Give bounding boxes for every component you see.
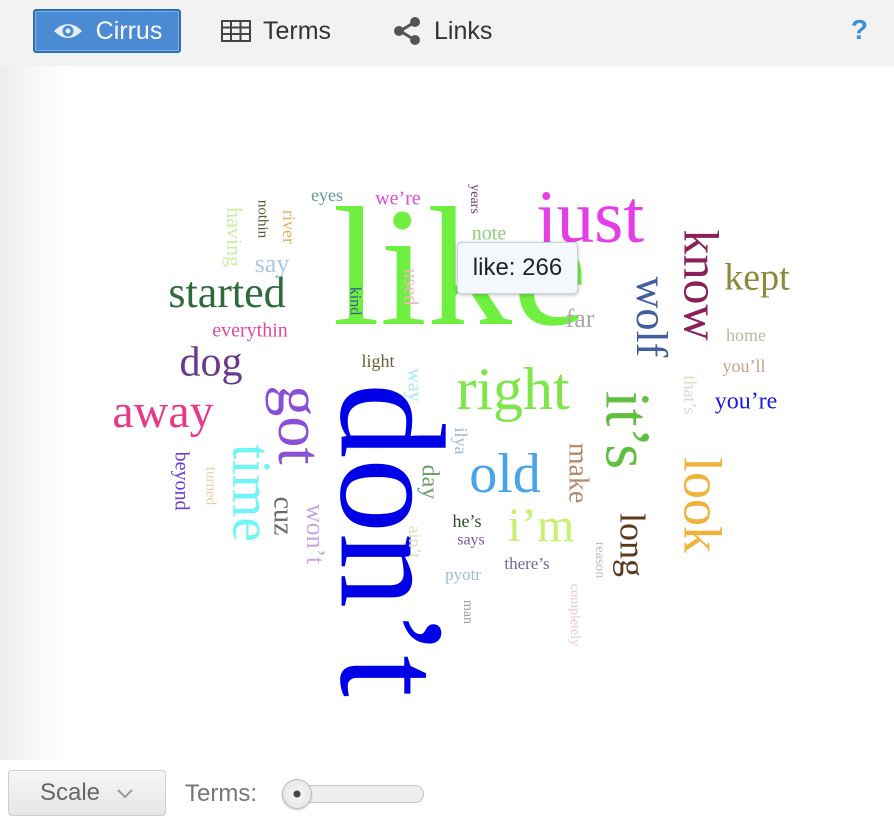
cloud-word[interactable]: completely bbox=[567, 584, 582, 646]
cloud-word[interactable]: used bbox=[399, 269, 421, 306]
cloud-word[interactable]: way bbox=[403, 368, 425, 401]
cloud-word[interactable]: ain’t bbox=[405, 526, 425, 559]
cloud-word[interactable]: he’s bbox=[453, 511, 482, 531]
share-nodes-icon bbox=[392, 17, 422, 45]
term-tooltip: like: 266 bbox=[457, 242, 578, 294]
cloud-word[interactable]: note bbox=[472, 223, 507, 245]
table-grid-icon bbox=[221, 20, 251, 42]
scale-dropdown[interactable]: Scale bbox=[8, 770, 166, 816]
cloud-word[interactable]: everythin bbox=[212, 320, 288, 342]
cloud-word[interactable]: won’t bbox=[301, 504, 330, 565]
cloud-word[interactable]: river bbox=[279, 210, 299, 244]
cloud-word[interactable]: know bbox=[674, 229, 730, 340]
tab-terms[interactable]: Terms bbox=[207, 9, 345, 53]
cloud-word[interactable]: far bbox=[566, 304, 595, 333]
cloud-word[interactable]: says bbox=[457, 532, 485, 549]
cloud-word[interactable]: make bbox=[563, 443, 594, 504]
cloud-word[interactable]: light bbox=[361, 351, 394, 371]
help-icon[interactable]: ? bbox=[850, 14, 868, 45]
tab-links[interactable]: Links bbox=[378, 9, 506, 53]
cloud-word[interactable]: ilya bbox=[451, 428, 471, 455]
cloud-word[interactable]: it’s bbox=[592, 391, 663, 469]
cloud-word[interactable]: there’s bbox=[504, 554, 549, 573]
toolbar: Cirrus Terms Links ? bbox=[0, 0, 894, 66]
scale-label: Scale bbox=[39, 779, 101, 806]
cloud-word[interactable]: started bbox=[168, 268, 285, 317]
cloud-word[interactable]: having bbox=[222, 207, 247, 267]
cloud-word[interactable]: i’m bbox=[508, 499, 575, 552]
cloud-word[interactable]: right bbox=[456, 356, 570, 422]
cloud-word[interactable]: kept bbox=[724, 257, 790, 299]
cirrus-stage bbox=[0, 66, 894, 760]
cloud-word[interactable]: that’s bbox=[680, 376, 700, 415]
cloud-word[interactable]: day bbox=[416, 465, 442, 500]
tab-label: Cirrus bbox=[95, 16, 163, 45]
cloud-word[interactable]: you’re bbox=[715, 389, 778, 415]
cloud-word[interactable]: home bbox=[726, 325, 766, 345]
cloud-word[interactable]: don’t bbox=[309, 383, 475, 697]
cloud-word[interactable]: nothin bbox=[255, 200, 271, 239]
cloud-word[interactable]: long bbox=[613, 513, 653, 577]
cloud-word[interactable]: pyotr bbox=[445, 565, 481, 584]
tab-cirrus[interactable]: Cirrus bbox=[33, 9, 181, 53]
cloud-word[interactable]: time bbox=[221, 444, 282, 542]
cloud-word[interactable]: eyes bbox=[311, 185, 343, 205]
cloud-word[interactable]: years bbox=[467, 184, 482, 214]
cloud-word[interactable]: dog bbox=[180, 340, 243, 386]
cloud-word[interactable]: kind bbox=[346, 287, 363, 315]
tab-label: Links bbox=[434, 16, 493, 45]
cloud-word[interactable]: say bbox=[255, 249, 290, 278]
cloud-word[interactable]: reason bbox=[592, 542, 607, 579]
cloud-word[interactable]: away bbox=[112, 385, 213, 438]
cloud-word[interactable]: we’re bbox=[375, 188, 421, 210]
eye-icon bbox=[52, 20, 84, 42]
tab-label: Terms bbox=[263, 16, 332, 45]
cloud-word[interactable]: you’ll bbox=[723, 356, 766, 376]
cloud-word[interactable]: cuz bbox=[268, 497, 299, 536]
cloud-word[interactable]: man bbox=[460, 600, 475, 624]
cloud-word[interactable]: got bbox=[265, 385, 333, 464]
cloud-word[interactable]: wolf bbox=[627, 277, 676, 358]
cloud-word[interactable]: old bbox=[469, 443, 541, 505]
chevron-down-icon bbox=[116, 779, 134, 807]
terms-slider-thumb[interactable] bbox=[282, 779, 312, 809]
terms-label: Terms: bbox=[185, 780, 257, 807]
cloud-word[interactable]: turned bbox=[203, 467, 219, 506]
cloud-word[interactable]: beyond bbox=[170, 452, 192, 511]
cloud-word[interactable]: look bbox=[673, 457, 733, 553]
